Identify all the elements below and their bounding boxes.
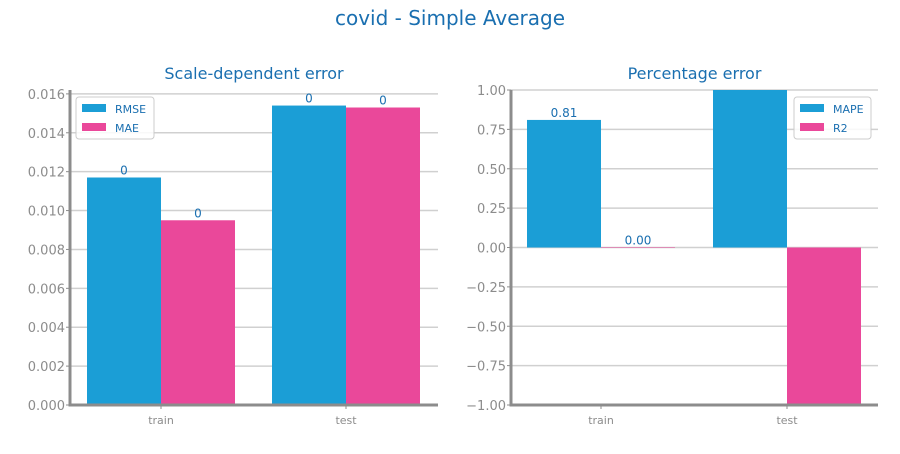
bar-r2-train bbox=[601, 247, 675, 248]
y-tick-label: 0.008 bbox=[28, 243, 65, 258]
data-label: 0.81 bbox=[551, 106, 578, 120]
legend-label-r2: R2 bbox=[833, 122, 848, 135]
chart-title: Percentage error bbox=[628, 64, 762, 83]
data-label: 0.00 bbox=[625, 234, 652, 248]
legend-swatch-rmse bbox=[82, 104, 106, 112]
y-tick-label: 0.002 bbox=[28, 360, 65, 375]
chart-title: Scale-dependent error bbox=[164, 64, 344, 83]
legend-swatch-mae bbox=[82, 123, 106, 131]
legend-label-mape: MAPE bbox=[833, 103, 864, 116]
y-tick-label: −0.50 bbox=[466, 320, 506, 335]
y-tick-label: 0.012 bbox=[28, 166, 65, 181]
x-tick-label: test bbox=[335, 414, 357, 427]
y-tick-label: 0.016 bbox=[28, 88, 65, 103]
bar-mae-train bbox=[161, 220, 235, 405]
legend: RMSE MAE bbox=[75, 96, 155, 140]
bar-rmse-train bbox=[87, 177, 161, 405]
y-tick-label: 0.004 bbox=[28, 321, 65, 336]
bar-r2-test bbox=[787, 247, 861, 405]
legend: MAPE R2 bbox=[793, 96, 872, 140]
data-label: 0 bbox=[194, 206, 202, 220]
data-label: 0 bbox=[305, 92, 313, 106]
y-tick-label: 0.75 bbox=[477, 123, 506, 138]
y-tick-label: −1.00 bbox=[466, 399, 506, 414]
x-tick-label: train bbox=[588, 414, 614, 427]
bar-mape-train bbox=[527, 119, 601, 248]
y-tick-label: 0.25 bbox=[477, 202, 506, 217]
y-tick-label: 1.00 bbox=[477, 84, 506, 99]
x-tick-label: train bbox=[148, 414, 174, 427]
y-tick-label: 0.014 bbox=[28, 127, 65, 142]
bar-mape-test bbox=[713, 90, 787, 248]
x-tick-label: test bbox=[776, 414, 798, 427]
y-tick-label: 0.000 bbox=[28, 399, 65, 414]
data-label: 0 bbox=[379, 94, 387, 108]
chart-scale-dependent-error: Scale-dependent error 0.000 0.002 0.004 0.00… bbox=[28, 64, 438, 427]
y-tick-label: 0.50 bbox=[477, 163, 506, 178]
legend-swatch-r2 bbox=[800, 123, 824, 131]
y-tick-label: 0.010 bbox=[28, 205, 65, 220]
data-label: 0 bbox=[120, 164, 128, 178]
bar-mae-test bbox=[346, 107, 420, 405]
y-tick-label: 0.006 bbox=[28, 282, 65, 297]
chart-percentage-error: Percentage error 1.00 0.75 0.50 0.25 0.00 −0.2… bbox=[466, 64, 878, 427]
y-tick-label: 0.00 bbox=[477, 242, 506, 257]
figure-title: covid - Simple Average bbox=[335, 6, 565, 30]
legend-label-mae: MAE bbox=[115, 122, 139, 135]
y-tick-label: −0.75 bbox=[466, 360, 506, 375]
legend-swatch-mape bbox=[800, 104, 824, 112]
bar-rmse-test bbox=[272, 105, 346, 406]
legend-label-rmse: RMSE bbox=[115, 103, 146, 116]
y-tick-label: −0.25 bbox=[466, 281, 506, 296]
